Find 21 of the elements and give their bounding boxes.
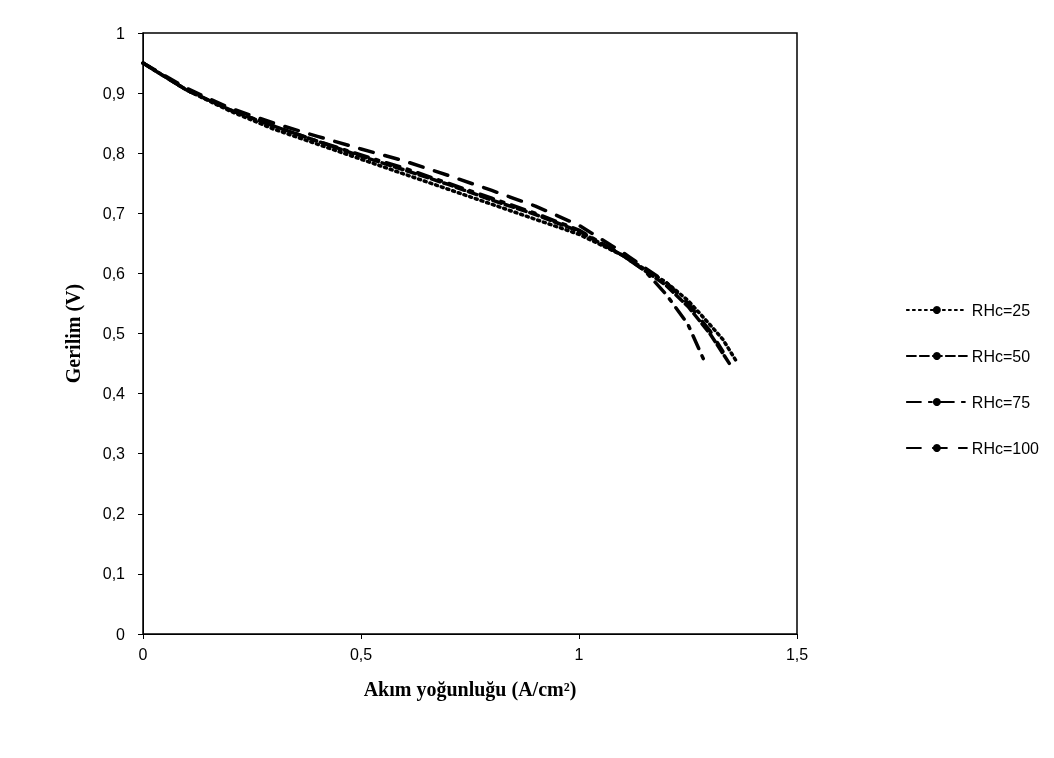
x-tick-label: 1	[574, 645, 584, 663]
y-tick-label: 0,8	[102, 144, 126, 162]
legend-label: RHc=25	[971, 301, 1031, 319]
x-tick-label: 0	[138, 645, 148, 663]
y-tick-label: 0,3	[102, 445, 126, 463]
x-tick-label: 0,5	[349, 645, 373, 663]
y-tick-label: 0,4	[102, 385, 126, 403]
y-axis-title: Gerilim (V)	[62, 283, 85, 384]
legend-label: RHc=75	[971, 393, 1031, 411]
y-tick-label: 0,2	[102, 505, 126, 523]
legend-label: RHc=50	[971, 347, 1031, 365]
x-axis-title: Akım yoğunluğu (A/cm²)	[363, 678, 577, 701]
x-tick-label: 1,5	[785, 645, 809, 663]
y-tick-label: 0,6	[102, 264, 126, 282]
y-tick-label: 0,1	[102, 565, 126, 583]
y-tick-label: 0,7	[102, 204, 126, 222]
y-tick-label: 1	[116, 24, 126, 42]
y-tick-label: 0,9	[102, 84, 126, 102]
y-tick-label: 0,5	[102, 325, 126, 342]
y-tick-label: 0	[116, 625, 126, 643]
legend-label: RHc=100	[971, 439, 1040, 457]
